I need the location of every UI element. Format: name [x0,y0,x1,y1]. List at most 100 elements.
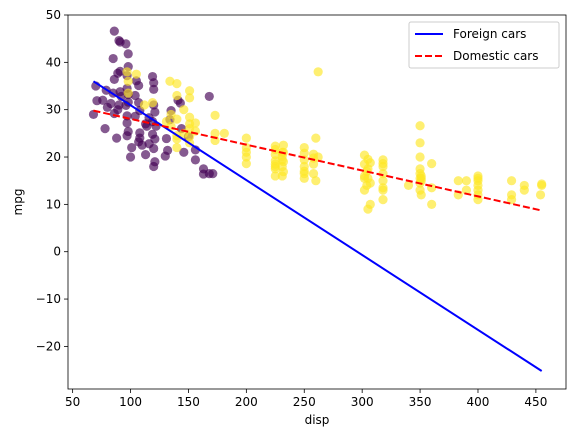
domestic-car-point [403,180,414,191]
domestic-car-point [219,128,229,138]
domestic-car-point [131,69,141,79]
domestic-car-point [308,168,319,179]
domestic-car-point [415,152,425,162]
domestic-car-point [427,199,437,209]
foreign-car-point [121,39,131,49]
y-tick-label: −20 [36,339,61,353]
x-tick-label: 100 [119,395,142,409]
domestic-car-point [210,128,220,138]
domestic-car-point [270,171,280,181]
x-tick-label: 300 [351,395,374,409]
legend-box [408,21,560,69]
legend-label-domestic: Domestic cars [453,49,539,63]
domestic-car-point [415,138,425,148]
domestic-car-point [427,159,437,169]
foreign-car-point [141,150,151,160]
y-tick-label: 10 [46,197,61,211]
y-tick-label: 30 [46,103,61,117]
domestic-car-point [278,167,289,177]
foreign-car-point [198,169,209,179]
x-tick-label: 150 [177,395,200,409]
x-tick-label: 400 [467,395,490,409]
domestic-car-point [270,161,280,172]
y-tick-label: 40 [46,55,61,69]
foreign-car-point [122,118,132,128]
foreign-car-point [92,96,102,106]
domestic-car-point [241,159,251,169]
domestic-car-point [461,185,471,195]
plot-frame [67,14,567,390]
domestic-car-point [378,159,388,169]
foreign-car-point [127,142,137,153]
domestic-car-point [172,90,182,101]
foreign-car-point [142,121,152,131]
domestic-car-point [506,176,517,186]
domestic-car-point [123,88,133,98]
x-axis-ticks: 50 100 150 200 250 300 350 400 450 [65,389,547,409]
domestic-car-point [270,150,280,160]
domestic-car-point [179,105,189,115]
domestic-car-point [172,79,182,89]
y-tick-label: −10 [36,292,61,306]
foreign-car-point [109,26,119,36]
foreign-car-point [123,49,133,59]
domestic-car-point [311,133,321,143]
domestic-car-point [378,185,388,195]
foreign-car-point [190,155,200,165]
domestic-car-point [165,76,175,86]
foreign-car-point [161,133,172,144]
domestic-car-point [123,76,133,86]
foreign-car-point [149,143,159,154]
domestic-car-point [535,190,546,200]
foreign-car-point [150,107,160,117]
foreign-car-point [108,53,118,64]
y-axis-ticks: −20 −10 0 10 20 30 40 50 [36,8,68,353]
x-tick-label: 450 [524,395,547,409]
foreign-car-point [102,102,112,112]
y-tick-label: 0 [53,245,61,259]
domestic-car-point [185,112,195,122]
y-axis-label: mpg [11,189,25,216]
domestic-car-point [278,140,289,150]
x-tick-label: 350 [409,395,432,409]
domestic-car-point [461,176,471,186]
regression-lines [92,80,543,372]
domestic-car-point [378,168,388,179]
x-tick-label: 50 [65,395,80,409]
foreign-car-point [112,133,122,143]
foreign-car-point [125,152,136,162]
domestic-car-point [241,152,251,162]
domestic-car-point [453,176,463,186]
foreign-car-point [134,80,144,91]
legend: Foreign cars Domestic cars [408,21,560,69]
domestic-car-point [378,176,388,186]
foreign-trend-line [92,80,543,372]
foreign-car-point [109,74,119,84]
foreign-car-point [149,78,159,88]
y-tick-label: 50 [46,8,61,22]
domestic-car-point [308,153,319,163]
domestic-car-point [299,148,309,158]
domestic-car-point [537,179,547,189]
domestic-car-point [172,114,182,124]
domestic-car-point [122,67,132,77]
domestic-car-point [241,133,251,143]
domestic-car-point [299,168,309,179]
domestic-car-point [416,173,426,183]
domestic-car-point [147,97,158,108]
domestic-trend-line [93,109,542,212]
y-tick-label: 20 [46,150,61,164]
legend-label-foreign: Foreign cars [453,27,526,41]
foreign-car-point [149,84,159,94]
domestic-car-point [359,185,370,195]
foreign-car-point [114,100,124,110]
domestic-car-point [365,199,375,209]
x-tick-label: 250 [293,395,316,409]
domestic-car-point [506,195,517,205]
foreign-car-point [122,131,132,141]
foreign-car-point [204,91,214,102]
foreign-car-point [208,168,218,179]
domestic-car-point [185,86,195,96]
foreign-car-point [160,151,170,161]
